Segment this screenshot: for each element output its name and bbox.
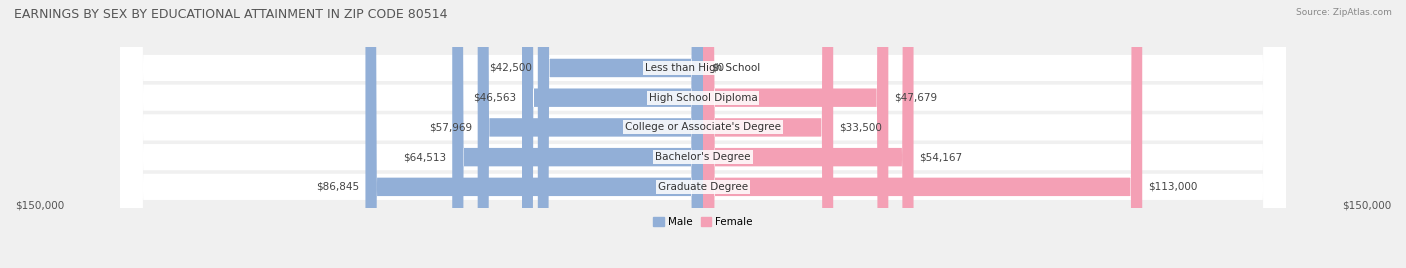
FancyBboxPatch shape (120, 0, 1286, 268)
Text: $86,845: $86,845 (316, 182, 360, 192)
Text: $113,000: $113,000 (1149, 182, 1198, 192)
Text: $0: $0 (711, 63, 724, 73)
Text: $33,500: $33,500 (839, 122, 882, 132)
Text: $42,500: $42,500 (489, 63, 531, 73)
FancyBboxPatch shape (120, 0, 1286, 268)
Text: $46,563: $46,563 (472, 93, 516, 103)
Text: Less than High School: Less than High School (645, 63, 761, 73)
FancyBboxPatch shape (703, 0, 914, 268)
FancyBboxPatch shape (703, 0, 1142, 268)
Legend: Male, Female: Male, Female (650, 213, 756, 231)
FancyBboxPatch shape (366, 0, 703, 268)
FancyBboxPatch shape (538, 0, 703, 268)
FancyBboxPatch shape (120, 0, 1286, 268)
FancyBboxPatch shape (703, 0, 889, 268)
Text: High School Diploma: High School Diploma (648, 93, 758, 103)
FancyBboxPatch shape (120, 0, 1286, 268)
Text: $150,000: $150,000 (1341, 200, 1391, 210)
Text: $47,679: $47,679 (894, 93, 938, 103)
FancyBboxPatch shape (703, 0, 834, 268)
Text: Source: ZipAtlas.com: Source: ZipAtlas.com (1296, 8, 1392, 17)
Text: $64,513: $64,513 (404, 152, 447, 162)
Text: $57,969: $57,969 (429, 122, 472, 132)
Text: College or Associate's Degree: College or Associate's Degree (626, 122, 780, 132)
Text: Bachelor's Degree: Bachelor's Degree (655, 152, 751, 162)
Text: Graduate Degree: Graduate Degree (658, 182, 748, 192)
FancyBboxPatch shape (453, 0, 703, 268)
FancyBboxPatch shape (522, 0, 703, 268)
Text: $150,000: $150,000 (15, 200, 65, 210)
Text: EARNINGS BY SEX BY EDUCATIONAL ATTAINMENT IN ZIP CODE 80514: EARNINGS BY SEX BY EDUCATIONAL ATTAINMEN… (14, 8, 447, 21)
FancyBboxPatch shape (478, 0, 703, 268)
FancyBboxPatch shape (120, 0, 1286, 268)
Text: $54,167: $54,167 (920, 152, 963, 162)
